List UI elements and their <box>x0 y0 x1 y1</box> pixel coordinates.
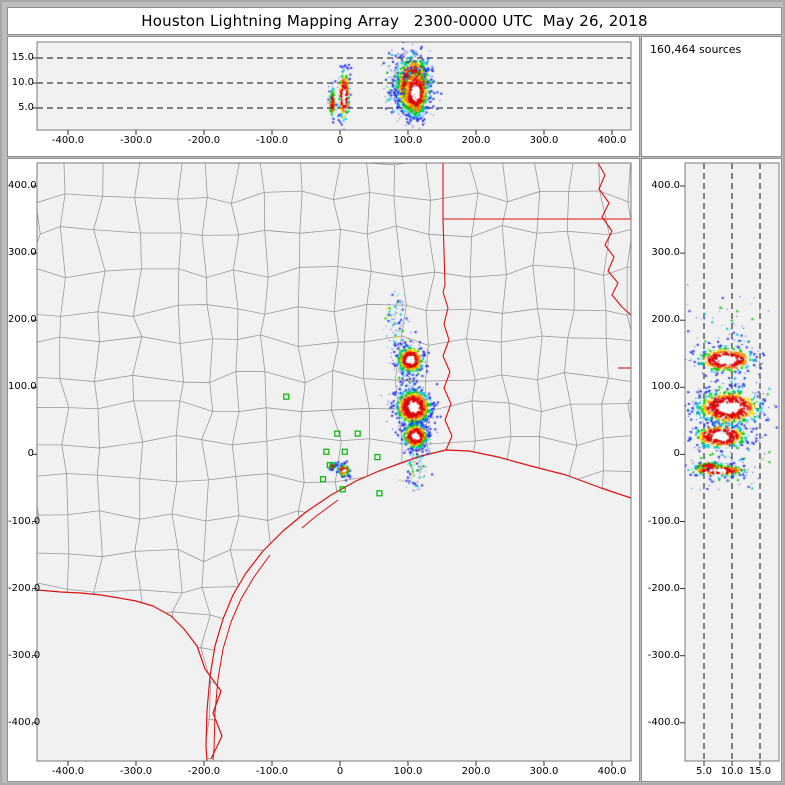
ns-tick-label: -300.0 <box>8 649 41 661</box>
alt-tick-label: 5.0 <box>18 102 34 113</box>
ns-tick-label: -400.0 <box>647 716 680 728</box>
plan-view-scatter-canvas <box>8 159 639 781</box>
title-bar: Houston Lightning Mapping Array 2300-000… <box>7 7 782 35</box>
ew-tick-label: -200.0 <box>187 766 221 777</box>
plan-view-panel: 400.0 300.0 200.0 100.0 0 -100.0 -200.0 -300.0 -… <box>7 158 640 782</box>
alt-tick-label: 15.0 <box>11 52 34 63</box>
plan-view-axis-labels: 400.0 300.0 200.0 100.0 0 -100.0 -200.0 -300.0 -… <box>8 159 639 781</box>
altitude-ns-axis-labels: 400.0 300.0 200.0 100.0 0 -100.0 -200.0 -300.0 -… <box>642 159 781 781</box>
ns-tick-label: -400.0 <box>8 716 41 728</box>
ew-tick-label: -100.0 <box>255 766 289 777</box>
altitude-ew-scatter-canvas <box>8 37 639 156</box>
ew-tick-label: 100.0 <box>393 766 423 777</box>
ew-tick-label: 0 <box>336 766 344 777</box>
ns-tick-label: -100.0 <box>647 515 680 527</box>
ns-tick-label: 400.0 <box>8 180 37 191</box>
ns-tick-label: 100.0 <box>8 381 37 393</box>
ew-tick-label: 400.0 <box>597 766 627 777</box>
alt-tick-label: 10.0 <box>11 77 34 88</box>
ew-tick-label: -300.0 <box>119 766 153 777</box>
ew-tick-label: -100.0 <box>255 135 289 146</box>
ns-tick-label: 100.0 <box>651 381 680 393</box>
ns-tick-label: 0 <box>27 448 34 460</box>
ns-tick-label: -100.0 <box>8 515 41 527</box>
ns-tick-label: -200.0 <box>647 582 680 594</box>
ew-tick-label: 100.0 <box>393 135 423 146</box>
ns-tick-label: -300.0 <box>647 649 680 661</box>
ew-tick-label: -400.0 <box>51 766 85 777</box>
altitude-ew-panel: 5.0 10.0 15.0 -400.0 -300.0 -200.0 -100.0 0 100.… <box>7 36 640 157</box>
ew-tick-label: 300.0 <box>529 766 559 777</box>
ns-tick-label: 400.0 <box>651 180 680 191</box>
ew-tick-label: -300.0 <box>119 135 153 146</box>
ew-tick-label: -400.0 <box>51 135 85 146</box>
ns-tick-label: 300.0 <box>651 247 680 259</box>
ns-tick-label: 200.0 <box>8 314 37 326</box>
altitude-ns-panel: 400.0 300.0 200.0 100.0 0 -100.0 -200.0 -300.0 -… <box>641 158 782 782</box>
sources-count: 160,464 sources <box>650 43 742 56</box>
alt-tick-label: 10.0 <box>720 766 744 777</box>
ew-tick-label: 200.0 <box>461 766 491 777</box>
ew-tick-label: 300.0 <box>529 135 559 146</box>
altitude-ew-axis-labels: 5.0 10.0 15.0 -400.0 -300.0 -200.0 -100.0 0 100.… <box>8 37 639 156</box>
ew-tick-label: 400.0 <box>597 135 627 146</box>
ew-tick-label: 200.0 <box>461 135 491 146</box>
ns-tick-label: 0 <box>673 448 680 460</box>
ns-tick-label: 200.0 <box>651 314 680 326</box>
alt-tick-label: 5.0 <box>696 766 712 777</box>
altitude-ns-scatter-canvas <box>642 159 781 781</box>
ew-tick-label: 0 <box>336 135 344 146</box>
page-title: Houston Lightning Mapping Array 2300-000… <box>141 12 648 30</box>
sources-box: 160,464 sources <box>641 36 782 157</box>
alt-tick-label: 15.0 <box>748 766 772 777</box>
ns-tick-label: 300.0 <box>8 247 37 259</box>
ew-tick-label: -200.0 <box>187 135 221 146</box>
ns-tick-label: -200.0 <box>8 582 41 594</box>
